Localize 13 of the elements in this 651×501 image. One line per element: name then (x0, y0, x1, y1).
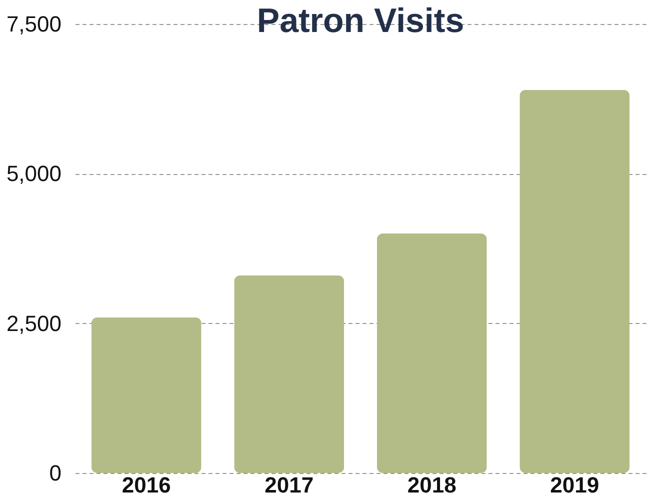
y-tick-label: 2,500 (6, 310, 62, 336)
bar (520, 90, 630, 473)
x-tick-label: 2017 (264, 472, 314, 498)
y-tick-label: 5,000 (6, 161, 62, 186)
y-tick-label: 0 (49, 460, 62, 486)
bar (91, 317, 202, 473)
x-tick-label: 2018 (407, 472, 456, 498)
y-tick-label: 7,500 (6, 12, 62, 36)
x-tick-label: 2019 (550, 472, 600, 498)
x-tick-label: 2016 (122, 472, 171, 498)
bar (234, 275, 344, 473)
chart-title: Patron Visits (256, 2, 464, 40)
bar (376, 234, 487, 473)
